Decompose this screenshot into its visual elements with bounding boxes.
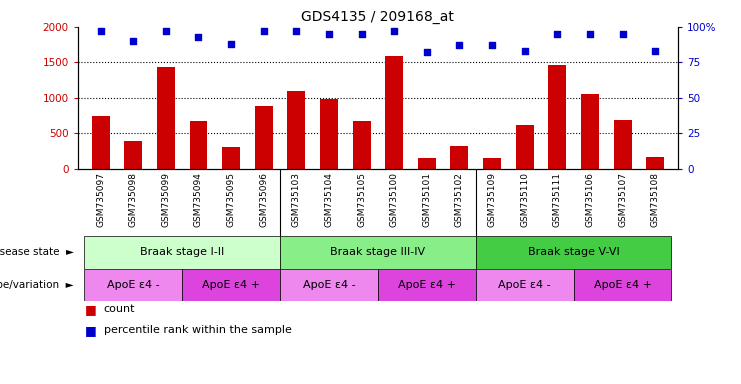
Bar — [548, 65, 566, 169]
Point — [323, 31, 335, 37]
Point — [356, 31, 368, 37]
Text: GSM735098: GSM735098 — [129, 172, 138, 227]
Text: GSM735095: GSM735095 — [227, 172, 236, 227]
Text: ApoE ε4 +: ApoE ε4 + — [594, 280, 651, 290]
Bar — [476, 236, 671, 269]
Bar — [288, 91, 305, 169]
Text: ApoE ε4 -: ApoE ε4 - — [107, 280, 159, 290]
Text: GSM735097: GSM735097 — [96, 172, 105, 227]
Bar — [516, 125, 534, 169]
Bar — [614, 120, 631, 169]
Text: Braak stage III-IV: Braak stage III-IV — [330, 247, 425, 258]
Text: GSM735100: GSM735100 — [390, 172, 399, 227]
Point — [193, 34, 205, 40]
Point — [421, 50, 433, 56]
Bar — [190, 121, 207, 169]
Bar — [378, 269, 476, 301]
Text: GSM735108: GSM735108 — [651, 172, 659, 227]
Text: ApoE ε4 -: ApoE ε4 - — [499, 280, 551, 290]
Text: GSM735102: GSM735102 — [455, 172, 464, 227]
Text: Braak stage I-II: Braak stage I-II — [140, 247, 225, 258]
Point — [453, 42, 465, 48]
Text: GSM735105: GSM735105 — [357, 172, 366, 227]
Bar — [280, 236, 476, 269]
Bar — [451, 146, 468, 169]
Text: count: count — [104, 304, 136, 314]
Bar — [84, 269, 182, 301]
Point — [95, 28, 107, 34]
Text: ApoE ε4 -: ApoE ε4 - — [302, 280, 355, 290]
Bar — [476, 269, 574, 301]
Point — [290, 28, 302, 34]
Bar — [222, 147, 240, 169]
Text: GSM735103: GSM735103 — [292, 172, 301, 227]
Point — [519, 48, 531, 54]
Title: GDS4135 / 209168_at: GDS4135 / 209168_at — [302, 10, 454, 25]
Point — [617, 31, 628, 37]
Text: GSM735096: GSM735096 — [259, 172, 268, 227]
Text: GSM735104: GSM735104 — [325, 172, 333, 227]
Text: Braak stage V-VI: Braak stage V-VI — [528, 247, 619, 258]
Bar — [574, 269, 671, 301]
Text: GSM735109: GSM735109 — [488, 172, 496, 227]
Point — [584, 31, 596, 37]
Text: genotype/variation  ►: genotype/variation ► — [0, 280, 74, 290]
Bar — [255, 106, 273, 169]
Point — [551, 31, 563, 37]
Text: ApoE ε4 +: ApoE ε4 + — [202, 280, 260, 290]
Bar — [483, 157, 501, 169]
Bar — [157, 67, 175, 169]
Text: percentile rank within the sample: percentile rank within the sample — [104, 325, 292, 335]
Bar — [418, 157, 436, 169]
Text: ■: ■ — [85, 324, 97, 337]
Point — [160, 28, 172, 34]
Point — [486, 42, 498, 48]
Bar — [84, 236, 280, 269]
Point — [649, 48, 661, 54]
Text: GSM735106: GSM735106 — [585, 172, 594, 227]
Point — [127, 38, 139, 44]
Point — [225, 41, 237, 47]
Bar — [124, 141, 142, 169]
Text: ApoE ε4 +: ApoE ε4 + — [398, 280, 456, 290]
Text: GSM735107: GSM735107 — [618, 172, 627, 227]
Text: GSM735101: GSM735101 — [422, 172, 431, 227]
Bar — [646, 157, 664, 169]
Bar — [385, 56, 403, 169]
Bar — [92, 116, 110, 169]
Text: disease state  ►: disease state ► — [0, 247, 74, 258]
Bar — [182, 269, 280, 301]
Bar — [320, 99, 338, 169]
Text: GSM735111: GSM735111 — [553, 172, 562, 227]
Text: GSM735094: GSM735094 — [194, 172, 203, 227]
Bar — [353, 121, 370, 169]
Bar — [280, 269, 378, 301]
Text: GSM735110: GSM735110 — [520, 172, 529, 227]
Text: GSM735099: GSM735099 — [162, 172, 170, 227]
Text: ■: ■ — [85, 303, 97, 316]
Bar — [581, 94, 599, 169]
Point — [258, 28, 270, 34]
Point — [388, 28, 400, 34]
